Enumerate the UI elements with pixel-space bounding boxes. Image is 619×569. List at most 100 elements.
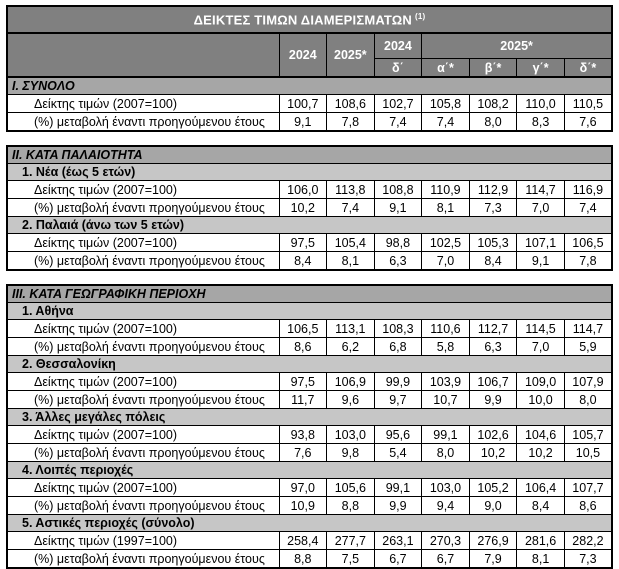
data-row: Δείκτης τιμών (2007=100) 100,7 108,6 102,7 1… [6, 94, 613, 113]
value-cell: 108,8 [373, 180, 423, 199]
value-cell: 106,9 [326, 372, 375, 391]
value-cell: 9,1 [278, 112, 328, 132]
value-cell: 108,6 [326, 94, 375, 113]
value-cell: 10,0 [516, 390, 565, 409]
value-cell: 9,9 [373, 496, 423, 515]
value-cell: 8,1 [421, 198, 470, 217]
section-total-body: I. ΣΥΝΟΛΟ Δείκτης τιμών (2007=100) 100,7 10… [6, 76, 613, 132]
value-cell: 281,6 [516, 531, 565, 550]
value-cell: 7,3 [468, 198, 518, 217]
data-row: Δείκτης τιμών (2007=100) 93,8 103,0 95,6 99,… [6, 425, 613, 444]
value-cell: 106,4 [516, 478, 565, 497]
value-cell: 102,5 [421, 233, 470, 252]
subsection-header-row: 2. Παλαιά (άνω των 5 ετών) [6, 216, 613, 234]
value-cell: 8,6 [278, 337, 328, 356]
quarter-header-row: δ΄ α΄* β΄* γ΄* δ΄* [7, 58, 613, 78]
value-cell: 8,0 [563, 390, 613, 409]
value-cell: 7,0 [421, 251, 470, 271]
value-cell: 112,9 [468, 180, 518, 199]
value-cell: 103,0 [421, 478, 470, 497]
value-cell: 7,6 [563, 112, 613, 132]
subsection-header: 5. Αστικές περιοχές (σύνολο) [6, 514, 613, 532]
value-cell: 110,9 [421, 180, 470, 199]
subsection-header-row: 4. Λοιπές περιοχές [6, 461, 613, 479]
section-header-row: I. ΣΥΝΟΛΟ [6, 76, 613, 95]
data-row: (%) μεταβολή έναντι προηγούμενου έτους 10… [6, 496, 613, 515]
value-cell: 282,2 [563, 531, 613, 550]
row-label: Δείκτης τιμών (1997=100) [6, 531, 280, 550]
value-cell: 277,7 [326, 531, 375, 550]
value-cell: 114,7 [516, 180, 565, 199]
value-cell: 8,8 [278, 549, 328, 569]
value-cell: 10,7 [421, 390, 470, 409]
value-cell: 105,3 [468, 233, 518, 252]
value-cell: 9,7 [373, 390, 423, 409]
subsection-header: 2. Θεσσαλονίκη [6, 355, 613, 373]
value-cell: 97,0 [278, 478, 328, 497]
value-cell: 106,5 [563, 233, 613, 252]
value-cell: 8,6 [563, 496, 613, 515]
value-cell: 109,0 [516, 372, 565, 391]
value-cell: 7,0 [516, 198, 565, 217]
value-cell: 5,8 [421, 337, 470, 356]
data-row: Δείκτης τιμών (2007=100) 97,5 106,9 99,9 103… [6, 372, 613, 391]
value-cell: 11,7 [278, 390, 328, 409]
table-header: ΔΕΙΚΤΕΣ ΤΙΜΩΝ ΔΙΑΜΕΡΙΣΜΑΤΩΝ (1) 2024 2025… [6, 5, 613, 78]
subsection-header: 1. Νέα (έως 5 ετών) [6, 163, 613, 181]
col-header-2024-annual: 2024 [278, 32, 328, 78]
footnote-marker: (1) [414, 11, 426, 21]
value-cell: 106,7 [468, 372, 518, 391]
col-header-2025-annual: 2025* [326, 32, 375, 78]
section-header: I. ΣΥΝΟΛΟ [6, 76, 613, 95]
value-cell: 105,7 [563, 425, 613, 444]
data-row: (%) μεταβολή έναντι προηγούμενου έτους 8,… [6, 337, 613, 356]
value-cell: 7,8 [563, 251, 613, 271]
subsection-header: 4. Λοιπές περιοχές [6, 461, 613, 479]
col-header-q2-2025: β΄* [468, 58, 518, 78]
data-row: Δείκτης τιμών (1997=100) 258,4 277,7 263,1 2… [6, 531, 613, 550]
value-cell: 98,8 [373, 233, 423, 252]
data-row: (%) μεταβολή έναντι προηγούμενου έτους 7,… [6, 443, 613, 462]
value-cell: 95,6 [373, 425, 423, 444]
value-cell: 108,2 [468, 94, 518, 113]
col-header-2024-quarters: 2024 [373, 32, 423, 59]
value-cell: 8,0 [421, 443, 470, 462]
value-cell: 110,6 [421, 319, 470, 338]
value-cell: 113,1 [326, 319, 375, 338]
value-cell: 103,0 [326, 425, 375, 444]
value-cell: 9,9 [468, 390, 518, 409]
value-cell: 7,8 [326, 112, 375, 132]
title-row: ΔΕΙΚΤΕΣ ΤΙΜΩΝ ΔΙΑΜΕΡΙΣΜΑΤΩΝ (1) [6, 5, 613, 34]
row-label: Δείκτης τιμών (2007=100) [6, 233, 280, 252]
subsection-header: 2. Παλαιά (άνω των 5 ετών) [6, 216, 613, 234]
table-title-text: ΔΕΙΚΤΕΣ ΤΙΜΩΝ ΔΙΑΜΕΡΙΣΜΑΤΩΝ [193, 12, 412, 28]
value-cell: 116,9 [563, 180, 613, 199]
col-header-2025-quarters: 2025* [421, 32, 613, 59]
value-cell: 6,7 [373, 549, 423, 569]
section-by-age-table: II. ΚΑΤΑ ΠΑΛΑΙΟΤΗΤΑ 1. Νέα (έως 5 ετών) Δε… [6, 145, 613, 271]
col-header-q1-2025: α΄* [421, 58, 470, 78]
row-label: (%) μεταβολή έναντι προηγούμενου έτους [6, 251, 280, 271]
value-cell: 8,4 [278, 251, 328, 271]
value-cell: 99,9 [373, 372, 423, 391]
value-cell: 10,9 [278, 496, 328, 515]
value-cell: 105,2 [468, 478, 518, 497]
subsection-header-row: 1. Νέα (έως 5 ετών) [6, 163, 613, 181]
row-label: Δείκτης τιμών (2007=100) [6, 94, 280, 113]
value-cell: 9,1 [516, 251, 565, 271]
subsection-header-row: 1. Αθήνα [6, 302, 613, 320]
value-cell: 103,9 [421, 372, 470, 391]
value-cell: 7,3 [563, 549, 613, 569]
col-header-q4-2025: δ΄* [563, 58, 613, 78]
data-row: Δείκτης τιμών (2007=100) 106,0 113,8 108,8 1… [6, 180, 613, 199]
value-cell: 8,1 [326, 251, 375, 271]
value-cell: 9,1 [373, 198, 423, 217]
value-cell: 114,7 [563, 319, 613, 338]
row-label: Δείκτης τιμών (2007=100) [6, 180, 280, 199]
value-cell: 9,6 [326, 390, 375, 409]
section-header-row: II. ΚΑΤΑ ΠΑΛΑΙΟΤΗΤΑ [6, 145, 613, 164]
value-cell: 8,4 [468, 251, 518, 271]
section-header: II. ΚΑΤΑ ΠΑΛΑΙΟΤΗΤΑ [6, 145, 613, 164]
value-cell: 7,4 [373, 112, 423, 132]
